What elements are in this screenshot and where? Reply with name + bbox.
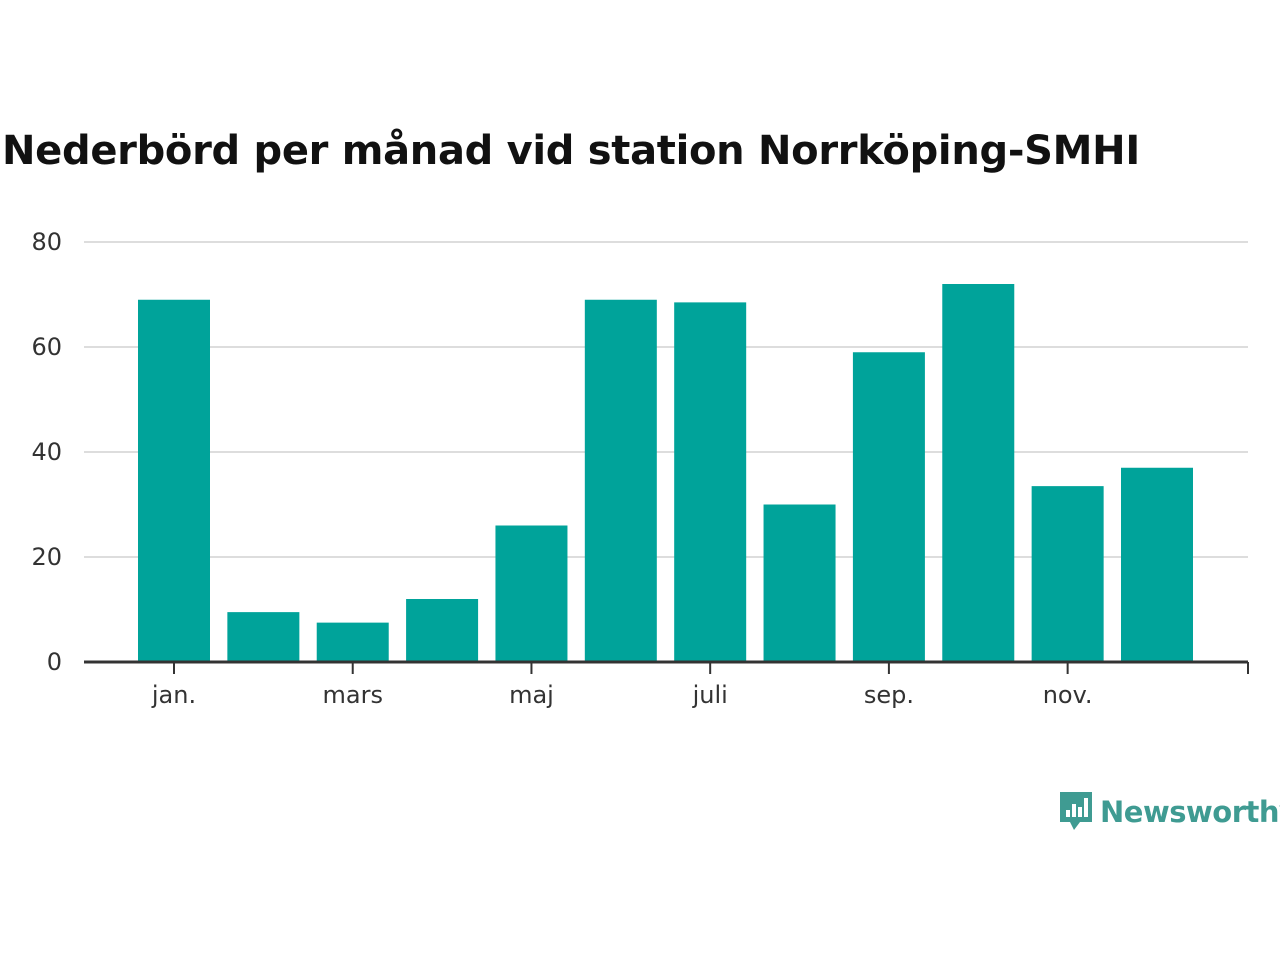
bar-feb — [227, 612, 300, 662]
y-tick-label: 20 — [31, 543, 62, 571]
brand-logo: Newsworthy — [1058, 790, 1280, 834]
x-tick-labels: jan. mars maj juli sep. nov. — [151, 681, 1093, 709]
x-tick-label: juli — [692, 681, 728, 709]
x-tick-label: sep. — [864, 681, 914, 709]
bar-okt — [942, 284, 1015, 662]
bar-aug — [763, 504, 836, 662]
x-tick-label: jan. — [151, 681, 196, 709]
x-tick-label: maj — [509, 681, 554, 709]
bar-sep — [852, 352, 925, 662]
bar-jan — [138, 299, 210, 662]
y-tick-label: 0 — [47, 648, 62, 676]
chart-title: Nederbörd per månad vid station Norrköpi… — [2, 128, 1140, 174]
bar-nov — [1031, 486, 1104, 662]
brand-name: Newsworthy — [1100, 795, 1280, 829]
x-tick-label: mars — [322, 681, 382, 709]
bar-maj — [495, 525, 568, 662]
bar-chart: 0 20 40 60 80 jan. mars maj juli sep. nov. — [31, 228, 1249, 709]
axes — [84, 660, 1249, 674]
bar-mars — [316, 622, 389, 662]
bar-dec — [1121, 467, 1193, 662]
y-tick-label: 80 — [31, 228, 62, 256]
bars — [138, 284, 1193, 662]
bar-juni — [584, 299, 657, 662]
y-tick-label: 40 — [31, 438, 62, 466]
newsworthy-logo-icon — [1060, 792, 1092, 830]
bar-juli — [674, 302, 747, 662]
y-tick-label: 60 — [31, 333, 62, 361]
y-tick-labels: 0 20 40 60 80 — [31, 228, 62, 676]
bar-april — [406, 599, 479, 662]
x-tick-label: nov. — [1043, 681, 1093, 709]
